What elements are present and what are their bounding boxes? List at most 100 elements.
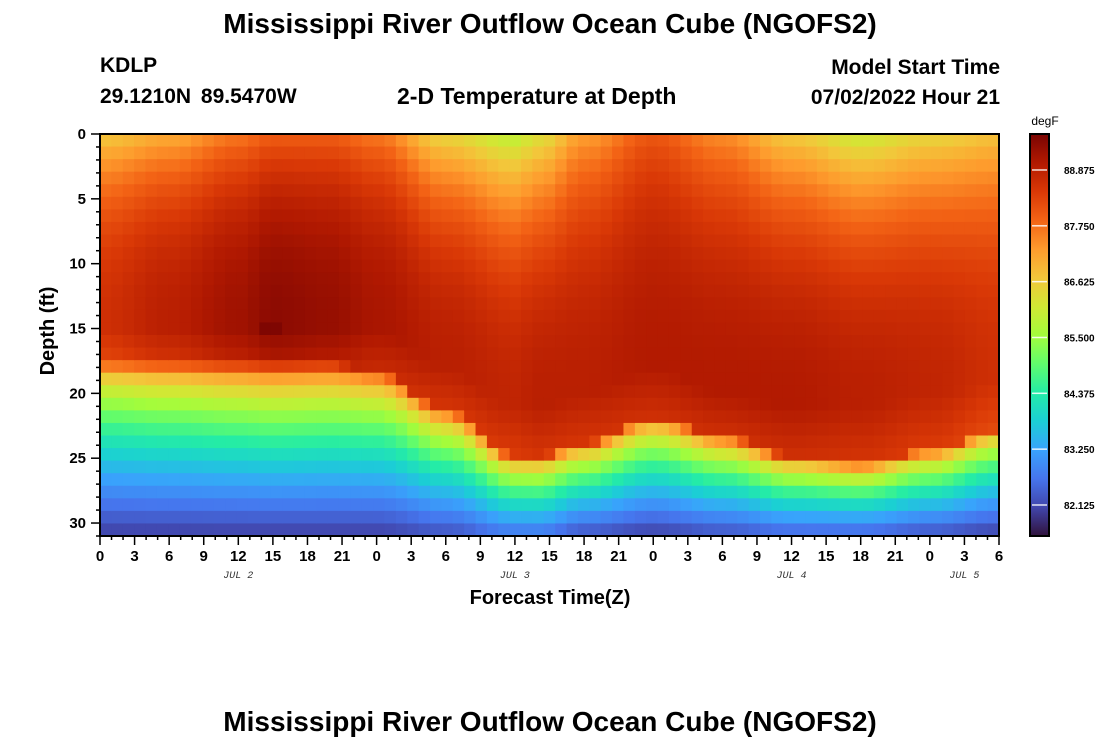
heatmap-cell	[646, 335, 659, 349]
heatmap-cell	[703, 460, 716, 474]
heatmap-cell	[782, 473, 795, 487]
heatmap-cell	[555, 221, 568, 236]
heatmap-cell	[612, 335, 625, 349]
heatmap-cell	[839, 422, 852, 437]
heatmap-cell	[600, 297, 613, 311]
heatmap-cell	[566, 322, 579, 336]
heatmap-cell	[338, 146, 351, 160]
heatmap-cell	[247, 410, 260, 424]
heatmap-cell	[111, 385, 124, 399]
heatmap-cell	[907, 159, 920, 173]
heatmap-cell	[873, 134, 886, 148]
heatmap-cell	[794, 234, 807, 248]
heatmap-cell	[259, 209, 272, 223]
heatmap-cell	[532, 272, 545, 286]
heatmap-cell	[361, 284, 374, 298]
heatmap-cell	[486, 473, 499, 487]
heatmap-cell	[430, 498, 442, 512]
heatmap-cell	[805, 435, 818, 449]
heatmap-cell	[794, 397, 807, 411]
heatmap-cell	[350, 510, 363, 525]
heatmap-cell	[566, 259, 579, 273]
heatmap-cell	[987, 272, 1000, 286]
heatmap-cell	[213, 372, 226, 386]
heatmap-cell	[498, 272, 511, 286]
heatmap-cell	[145, 460, 158, 474]
heatmap-cell	[202, 309, 215, 324]
heatmap-cell	[100, 146, 112, 160]
heatmap-cell	[566, 460, 579, 474]
heatmap-cell	[953, 347, 966, 361]
heatmap-cell	[475, 397, 488, 411]
heatmap-cell	[942, 184, 955, 198]
heatmap-cell	[509, 171, 522, 185]
heatmap-cell	[316, 284, 329, 298]
heatmap-cell	[555, 297, 568, 311]
heatmap-cell	[532, 297, 545, 311]
heatmap-cell	[168, 196, 181, 210]
heatmap-cell	[646, 221, 659, 236]
heatmap-cell	[441, 209, 454, 223]
heatmap-cell	[964, 460, 977, 474]
heatmap-cell	[896, 234, 909, 248]
heatmap-cell	[839, 146, 852, 160]
heatmap-cell	[259, 485, 272, 499]
heatmap-cell	[668, 196, 681, 210]
heatmap-cell	[976, 184, 989, 198]
heatmap-cell	[566, 209, 579, 223]
y-tick-label: 15	[69, 321, 86, 338]
heatmap-cell	[486, 221, 499, 236]
heatmap-cell	[930, 196, 943, 210]
heatmap-cell	[634, 309, 647, 324]
heatmap-cell	[111, 234, 124, 248]
heatmap-cell	[316, 510, 329, 525]
heatmap-cell	[168, 284, 181, 298]
heatmap-cell	[646, 297, 659, 311]
heatmap-cell	[657, 322, 670, 336]
heatmap-cell	[737, 372, 750, 386]
heatmap-cell	[987, 209, 1000, 223]
heatmap-cell	[896, 360, 909, 374]
heatmap-cell	[577, 146, 590, 160]
heatmap-cell	[498, 422, 511, 437]
heatmap-cell	[111, 284, 124, 298]
heatmap-cell	[771, 309, 784, 324]
heatmap-cell	[816, 272, 829, 286]
heatmap-cell	[395, 473, 408, 487]
heatmap-cell	[191, 498, 204, 512]
heatmap-cell	[907, 209, 920, 223]
heatmap-cell	[839, 272, 852, 286]
heatmap-cell	[771, 435, 784, 449]
heatmap-cell	[156, 196, 169, 210]
heatmap-cell	[942, 448, 955, 462]
heatmap-cell	[828, 523, 841, 537]
heatmap-cell	[111, 322, 124, 336]
x-tick-label: 18	[852, 548, 869, 565]
heatmap-cell	[452, 134, 465, 148]
heatmap-cell	[782, 523, 795, 537]
heatmap-cell	[862, 523, 875, 537]
heatmap-cell	[668, 397, 681, 411]
heatmap-cell	[179, 234, 192, 248]
heatmap-cell	[464, 284, 477, 298]
heatmap-cell	[725, 360, 738, 374]
heatmap-cell	[771, 247, 784, 261]
heatmap-cell	[703, 134, 716, 148]
heatmap-cell	[441, 221, 454, 236]
heatmap-cell	[634, 485, 647, 499]
heatmap-cell	[691, 196, 704, 210]
heatmap-cell	[555, 410, 568, 424]
heatmap-cell	[373, 460, 386, 474]
heatmap-cell	[771, 134, 784, 148]
heatmap-cell	[475, 435, 488, 449]
heatmap-cell	[304, 485, 317, 499]
heatmap-cell	[907, 460, 920, 474]
heatmap-cell	[680, 335, 693, 349]
heatmap-cell	[794, 272, 807, 286]
heatmap-cell	[668, 523, 681, 537]
heatmap-cell	[851, 347, 864, 361]
heatmap-cell	[589, 347, 602, 361]
heatmap-cell	[430, 284, 442, 298]
heatmap-cell	[327, 247, 340, 261]
